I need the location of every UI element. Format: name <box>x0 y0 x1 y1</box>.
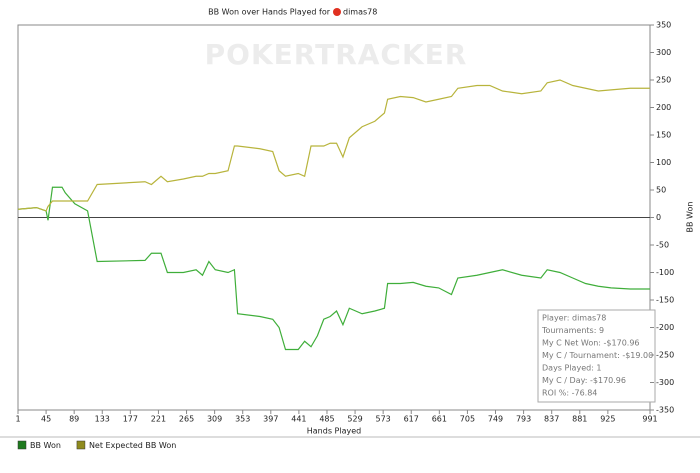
y-tick-label: 50 <box>656 186 666 195</box>
x-tick-label: 441 <box>291 415 306 424</box>
y-tick-label: 150 <box>656 131 671 140</box>
y-tick-label: 350 <box>656 21 671 30</box>
stats-line: My C / Day: -$170.96 <box>542 376 626 385</box>
stats-line: Days Played: 1 <box>542 364 602 373</box>
y-tick-label: -100 <box>656 268 674 277</box>
y-tick-label: -300 <box>656 378 674 387</box>
legend-swatch <box>76 440 86 450</box>
y-tick-label: 300 <box>656 48 671 57</box>
series-line <box>17 186 650 351</box>
y-tick-label: 250 <box>656 76 671 85</box>
y-tick-label: -150 <box>656 296 674 305</box>
x-tick-label: 265 <box>179 415 194 424</box>
y-tick-label: 200 <box>656 103 671 112</box>
x-tick-label: 133 <box>95 415 110 424</box>
legend-label: BB Won <box>30 441 61 450</box>
stats-line: Tournaments: 9 <box>541 326 604 335</box>
x-tick-label: 485 <box>319 415 334 424</box>
x-tick-label: 925 <box>600 415 615 424</box>
x-tick-label: 661 <box>432 415 447 424</box>
x-tick-label: 991 <box>642 415 657 424</box>
x-tick-label: 89 <box>69 415 79 424</box>
y-tick-label: -200 <box>656 323 674 332</box>
player-icon <box>333 8 341 16</box>
x-axis-label: Hands Played <box>307 427 361 436</box>
series-line <box>17 79 650 212</box>
x-tick-label: 793 <box>516 415 531 424</box>
y-tick-label: 0 <box>656 213 661 222</box>
x-tick-label: 749 <box>488 415 503 424</box>
x-tick-label: 1 <box>15 415 20 424</box>
stats-line: My C / Tournament: -$19.00 <box>542 351 653 360</box>
x-tick-label: 221 <box>151 415 166 424</box>
x-tick-label: 529 <box>347 415 362 424</box>
watermark: POKERTRACKER <box>205 38 468 71</box>
y-tick-label: -250 <box>656 351 674 360</box>
player-name: dimas78 <box>343 8 377 17</box>
chart-title: BB Won over Hands Played for <box>208 8 331 17</box>
x-tick-label: 573 <box>376 415 391 424</box>
x-tick-label: 45 <box>41 415 51 424</box>
x-tick-label: 705 <box>460 415 475 424</box>
legend-label: Net Expected BB Won <box>89 441 176 450</box>
x-tick-label: 837 <box>544 415 559 424</box>
stats-line: ROI %: -76.84 <box>542 389 597 398</box>
y-tick-label: 100 <box>656 158 671 167</box>
x-tick-label: 397 <box>263 415 278 424</box>
legend-swatch <box>17 440 27 450</box>
y-tick-label: -50 <box>656 241 669 250</box>
x-tick-label: 309 <box>207 415 222 424</box>
y-axis-label: BB Won <box>686 202 695 233</box>
y-tick-label: -350 <box>656 406 674 415</box>
x-tick-label: 353 <box>235 415 250 424</box>
x-tick-label: 177 <box>123 415 138 424</box>
x-tick-label: 617 <box>404 415 419 424</box>
stats-box <box>537 309 656 403</box>
stats-line: Player: dimas78 <box>542 314 606 323</box>
x-tick-label: 881 <box>572 415 587 424</box>
stats-line: My C Net Won: -$170.96 <box>542 339 640 348</box>
